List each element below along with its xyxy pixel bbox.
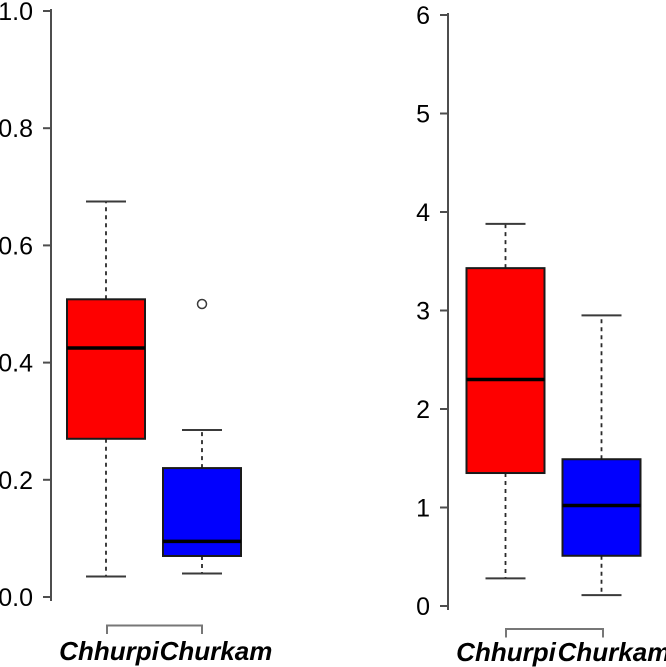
x-axis-category-label: Chhurpi [456,637,556,667]
panel-right: 0 1 2 3 4 5 6 Chhurpi Churkam [416,2,666,667]
box-chhurpi [465,222,546,580]
iqr-box [66,298,146,440]
x-axis-line [106,624,203,634]
y-axis-tick-label: 1.0 [0,0,33,26]
x-axis-line [505,628,604,638]
y-axis-tick-label: 0.4 [0,350,33,378]
panel-left: 0.0 0.2 0.4 0.6 0.8 1.0 Chhurpi Churkam [0,0,272,666]
y-axis-tick-label: 2 [416,396,430,424]
y-axis-tick-label: 3 [416,298,430,326]
y-axis-tick-label: 5 [416,101,430,129]
y-axis-tick-label: 0.8 [0,115,33,143]
y-axis-tick-label: 0.6 [0,232,33,260]
outlier-point [196,298,208,310]
y-axis-tick-label: 0.2 [0,467,33,495]
iqr-box [465,267,546,475]
y-axis-tick-label: 0.0 [0,584,33,612]
x-axis-category-label: Churkam [160,636,273,666]
y-axis-tick-label: 4 [416,199,430,227]
box-churkam [561,314,642,597]
x-axis-category-label: Churkam [558,637,666,667]
y-axis-tick-label: 6 [416,2,430,30]
box-chhurpi [66,200,146,578]
x-axis-category-label: Chhurpi [59,636,159,666]
y-axis-tick-label: 0 [416,593,430,621]
y-axis-tick-label: 1 [416,495,430,523]
iqr-box [561,458,642,557]
box-churkam [162,298,242,575]
